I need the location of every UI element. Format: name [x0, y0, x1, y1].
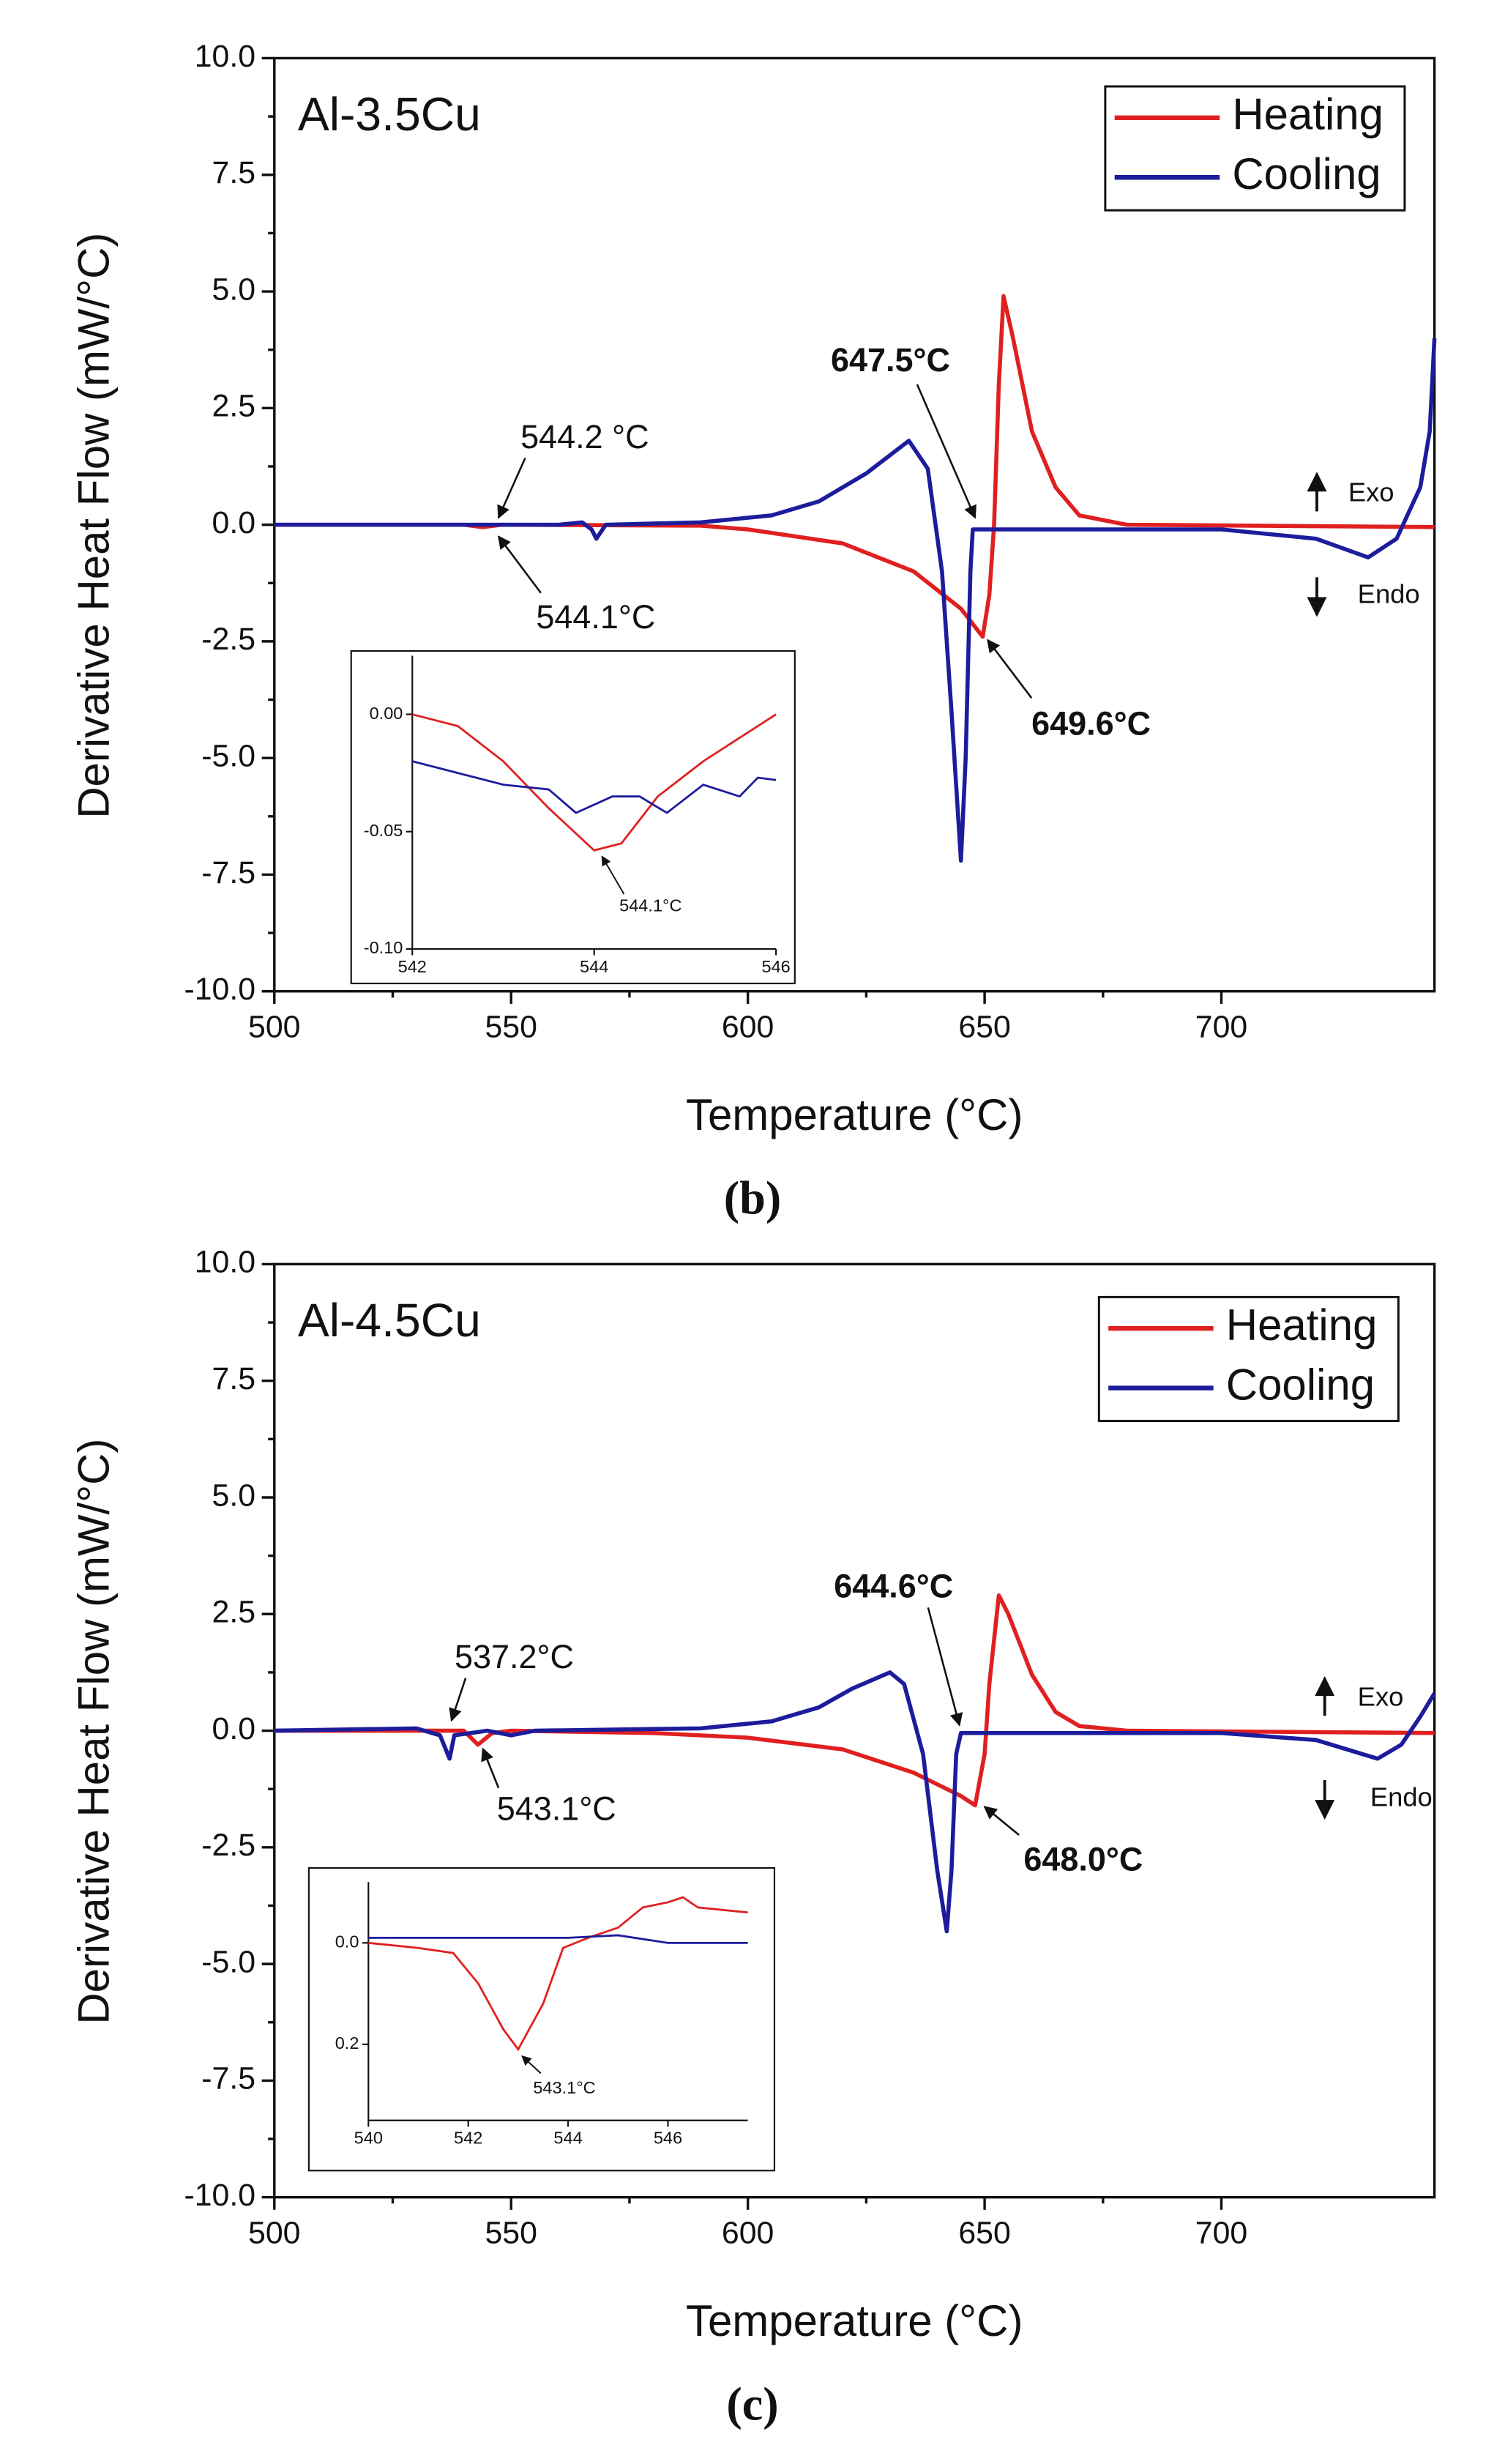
arrow [987, 639, 1033, 699]
annotation: 544.1°C [536, 598, 655, 636]
y-tick-label: -2.5 [201, 622, 255, 657]
legend-box [1097, 1295, 1400, 1423]
y-tick-label: 7.5 [212, 155, 256, 190]
arrow [449, 1678, 467, 1722]
inset-x-tick-label: 546 [654, 2129, 682, 2148]
inset-y-tick-label: 0.2 [335, 2033, 359, 2052]
y-tick-label: 10.0 [195, 1245, 255, 1280]
caption: (b) [724, 1172, 782, 1224]
y-axis-label: Derivative Heat Flow (mW/°C) [70, 233, 119, 819]
direction-label: Exo [1358, 1681, 1404, 1711]
annotation: 649.6°C [1031, 705, 1151, 742]
arrow [497, 458, 526, 519]
y-tick-label: -7.5 [201, 2061, 255, 2096]
y-tick-label: -2.5 [201, 1828, 255, 1863]
annotation: 543.1°C [497, 1790, 616, 1828]
direction-label: Exo [1348, 477, 1394, 507]
x-tick-label: 650 [958, 2215, 1010, 2250]
y-tick-label: 7.5 [212, 1361, 256, 1396]
y-tick-label: 10.0 [195, 39, 255, 74]
x-tick-label: 500 [248, 1009, 300, 1044]
inset-annotation: 544.1°C [619, 896, 681, 915]
y-tick-label: -5.0 [201, 738, 255, 773]
y-tick-label: 0.0 [212, 505, 256, 540]
inset-x-tick-label: 542 [398, 957, 427, 976]
x-tick-label: 650 [958, 1009, 1010, 1044]
y-tick-label: 0.0 [212, 1711, 256, 1746]
x-tick-label: 700 [1195, 1009, 1247, 1044]
legend-label: Cooling [1226, 1360, 1375, 1409]
inset-y-tick-label: 0.00 [370, 704, 403, 723]
inset-x-tick-label: 544 [580, 957, 608, 976]
inset-series-line [411, 713, 777, 852]
caption: (c) [726, 2378, 778, 2430]
annotation: 647.5°C [831, 341, 950, 379]
legend-label: Cooling [1232, 149, 1381, 198]
y-tick-label: -5.0 [201, 1944, 255, 1979]
inset-frame [350, 650, 796, 985]
annotation: 648.0°C [1023, 1840, 1143, 1877]
inset-series-line [368, 1934, 748, 1944]
inset-y-tick-label: -0.05 [364, 821, 403, 840]
arrow [601, 855, 625, 895]
x-tick-label: 550 [485, 1009, 537, 1044]
legend-label: Heating [1226, 1300, 1378, 1350]
x-tick-label: 600 [722, 1009, 774, 1044]
annotation: 537.2°C [455, 1638, 574, 1675]
y-tick-label: 2.5 [212, 389, 256, 424]
arrow [916, 384, 976, 519]
y-tick-label: -7.5 [201, 855, 255, 890]
x-tick-label: 600 [722, 2215, 774, 2250]
y-tick-label: -10.0 [184, 2178, 255, 2213]
legend-box [1104, 85, 1406, 212]
arrow [983, 1806, 1020, 1836]
inset-x-tick-label: 540 [354, 2129, 383, 2148]
y-tick-label: 5.0 [212, 1478, 256, 1513]
y-tick-label: -10.0 [184, 972, 255, 1007]
x-axis-label: Temperature (°C) [686, 2296, 1023, 2345]
arrow [521, 2055, 542, 2074]
series-line [274, 338, 1437, 863]
inset-x-tick-label: 544 [553, 2129, 582, 2148]
direction-label: Endo [1370, 1782, 1433, 1812]
direction-label: Endo [1358, 579, 1420, 609]
x-tick-label: 500 [248, 2215, 300, 2250]
inset-series-line [411, 760, 777, 814]
x-tick-label: 700 [1195, 2215, 1247, 2250]
annotation: 544.2 °C [520, 418, 649, 455]
y-tick-label: 2.5 [212, 1595, 256, 1630]
y-axis-label: Derivative Heat Flow (mW/°C) [70, 1439, 119, 2025]
annotation: 644.6°C [834, 1568, 953, 1605]
arrow [927, 1607, 963, 1727]
x-axis-label: Temperature (°C) [686, 1090, 1023, 1139]
series-line [274, 1670, 1437, 1934]
arrow [481, 1747, 500, 1789]
inset-x-tick-label: 546 [761, 957, 790, 976]
inset-y-tick-label: -0.10 [364, 938, 403, 957]
legend-label: Heating [1232, 90, 1383, 139]
x-tick-label: 550 [485, 2215, 537, 2250]
inset-x-tick-label: 542 [454, 2129, 482, 2148]
y-tick-label: 5.0 [212, 272, 256, 307]
plot-label: Al-3.5Cu [298, 88, 481, 141]
plot-label: Al-4.5Cu [298, 1294, 481, 1347]
inset-frame [307, 1866, 776, 2172]
arrow [497, 535, 542, 594]
inset-y-tick-label: 0.0 [335, 1932, 359, 1951]
inset-series-line [368, 1896, 748, 2052]
inset-annotation: 543.1°C [533, 2078, 595, 2097]
series-line [274, 1593, 1435, 1808]
